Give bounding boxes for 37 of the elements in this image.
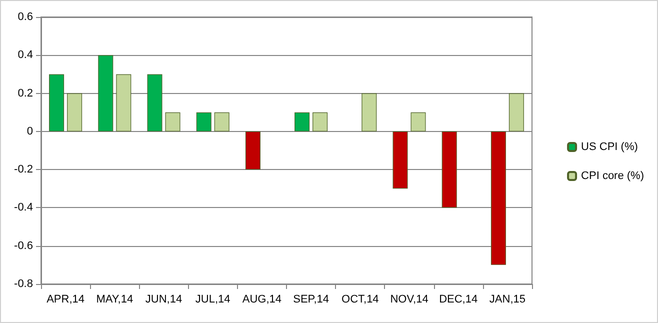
x-tick-label: DEC,14 [439, 294, 478, 306]
x-tick-label: APR,14 [46, 294, 85, 306]
bar [362, 93, 377, 132]
x-tick-label: JUL,14 [195, 294, 230, 306]
bar [392, 131, 408, 189]
x-tick-label: OCT,14 [342, 294, 379, 306]
bar [98, 55, 114, 132]
bar [49, 74, 64, 132]
y-tick-label: -0.4 [14, 202, 33, 214]
legend-label: CPI core (%) [581, 170, 644, 182]
bar [196, 112, 212, 132]
bar [245, 131, 260, 170]
bar [294, 112, 310, 132]
y-tick-label: -0.6 [14, 240, 33, 252]
bar [508, 93, 524, 132]
bar [147, 74, 162, 132]
bar [312, 112, 328, 132]
y-tick-label: 0 [26, 125, 33, 138]
y-tick-label: -0.8 [14, 278, 33, 290]
bar [442, 131, 457, 208]
x-tick-label: MAY,14 [96, 294, 134, 306]
x-tick-label: SEP,14 [293, 294, 329, 306]
bar [67, 93, 82, 132]
x-tick-label: JAN,15 [489, 294, 526, 306]
bar [165, 112, 180, 132]
bar [116, 74, 132, 132]
legend-label: US CPI (%) [581, 141, 638, 153]
y-tick-label: 0.6 [18, 11, 33, 23]
y-tick-label: 0.4 [18, 49, 33, 62]
x-tick-label: AUG,14 [242, 294, 282, 306]
y-tick-label: -0.2 [14, 164, 33, 176]
bar [214, 112, 230, 132]
bar [490, 131, 506, 265]
x-tick-label: JUN,14 [145, 294, 182, 306]
y-tick-label: 0.2 [18, 87, 33, 100]
bar [410, 112, 426, 132]
x-tick-label: NOV,14 [390, 294, 428, 306]
